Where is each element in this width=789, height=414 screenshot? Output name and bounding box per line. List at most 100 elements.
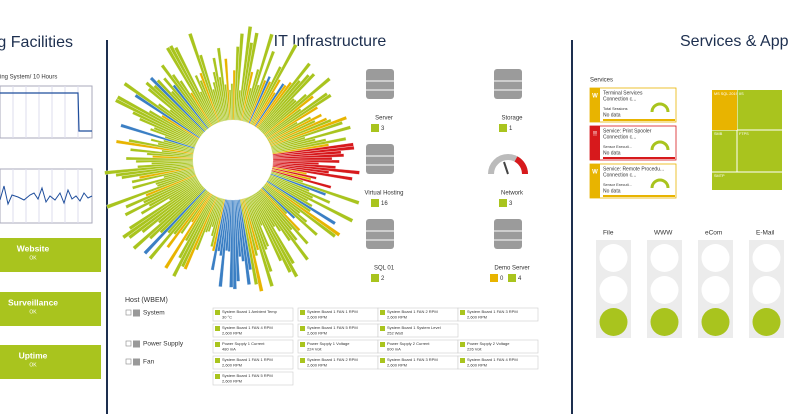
group-icon [133,309,140,317]
sunburst-segment [216,47,229,121]
treemap-label: MS SQL 2019 [714,92,738,96]
sunburst-segment [250,195,292,274]
tile-label: Website [17,243,50,253]
sensor-status [215,374,220,379]
device-label: Network [501,191,524,197]
sensor-box [212,371,294,386]
sensor-box [377,323,459,338]
status-badge [508,274,516,282]
sunburst-segment [237,26,253,121]
sunburst-segment [235,33,245,121]
service-status [590,88,600,122]
sensor-status [300,358,305,363]
treemap-label: IIS [739,92,744,96]
sensor-status [300,326,305,331]
sensor-box [212,355,294,370]
traffic-light-label: eCom [705,230,722,237]
sensor-name: System Board 1 FAN 1 RPM [222,357,273,362]
sensor-name: Power Supply 2 Voltage [467,341,510,346]
sunburst-segment [239,199,259,286]
sunburst-segment [121,182,201,240]
sensor-name: Power Supply 1 Voltage [307,341,350,346]
sensor-status [380,342,385,347]
device-icon [494,219,522,249]
sunburst-segment [187,32,221,123]
sunburst-segment [265,93,332,139]
sunburst-segment [272,157,333,161]
traffic-lamp [701,244,730,272]
sensor-name: Power Supply 1 Current [222,341,265,346]
badge-count: 2 [381,276,385,282]
sensor-value: 2,600 RPM [222,363,242,368]
status-badge [371,199,379,207]
sunburst-segment [252,78,282,126]
sunburst-segment [256,191,310,261]
sensor-status [460,310,465,315]
sunburst-segment [271,125,352,151]
sunburst-segment [124,177,198,217]
sunburst-segment [258,189,309,245]
sunburst-segment [246,50,276,123]
gauge-needle [503,161,509,175]
sunburst-segment [137,162,194,169]
sensor-status [380,326,385,331]
badge-count: 0 [500,276,504,282]
sunburst-segment [132,185,204,251]
status-badge [371,274,379,282]
sunburst-segment [115,139,194,155]
expand-toggle [125,309,132,316]
service-name: Service: Remote Procedu... [603,166,664,172]
group-icon [133,358,140,366]
sensor-name: System Board 1 FAN 5 RPM [307,325,358,330]
badge-count: 16 [381,201,388,207]
sensor-value: 252 Watt [387,331,404,336]
panel-title: IT Infrastructure [274,33,387,50]
sunburst-segment [268,177,354,223]
sensor-value: 226 Volt [467,347,482,352]
sensor-status [215,358,220,363]
sunburst-segment [210,198,224,237]
tile-status: OK [29,362,37,368]
sensor-status [460,358,465,363]
sunburst-segment [254,192,282,233]
device-label: Demo Server [494,266,529,272]
traffic-light-label: E-Mail [756,230,775,237]
sunburst-segment [148,190,208,260]
sunburst-segment [259,72,316,132]
treemap-label: SMB [714,132,723,136]
sensor-status [380,310,385,315]
sensor-name: System Board 1 FAN 2 RPM [307,357,358,362]
service-status-text: Connection c... [603,96,636,102]
sensor-value: 600 mA [387,347,401,352]
status-tile [0,238,101,272]
sunburst-segment [173,46,216,125]
status-badge [499,199,507,207]
sensor-status [300,342,305,347]
sunburst-segment [149,127,196,147]
traffic-lamp [650,276,679,304]
sunburst-segment [272,163,360,175]
sunburst-segment [244,33,274,123]
traffic-lamp [752,308,781,336]
sensor-name: Power Supply 2 Current [387,341,430,346]
sunburst-segment [168,44,215,126]
service-bar [603,195,675,197]
sunburst-segment [227,199,233,252]
sensor-name: System Board 1 FAN 4 RPM [222,325,273,330]
sensor-status [380,358,385,363]
traffic-lamp [650,308,679,336]
sunburst-segment [251,43,298,126]
sensor-status [300,310,305,315]
tile-status: OK [29,255,37,261]
sunburst-segment [269,175,331,205]
sensor-value: 2,600 RPM [467,363,487,368]
sunburst-segment [162,77,208,130]
sunburst-segment [171,73,211,128]
sunburst-segment [163,193,213,270]
sunburst-segment [262,185,319,237]
traffic-lamp [650,244,679,272]
sensor-box [457,307,539,322]
traffic-lamp [599,308,628,336]
sunburst-segment [263,77,331,135]
device-label: SQL 01 [374,266,395,272]
